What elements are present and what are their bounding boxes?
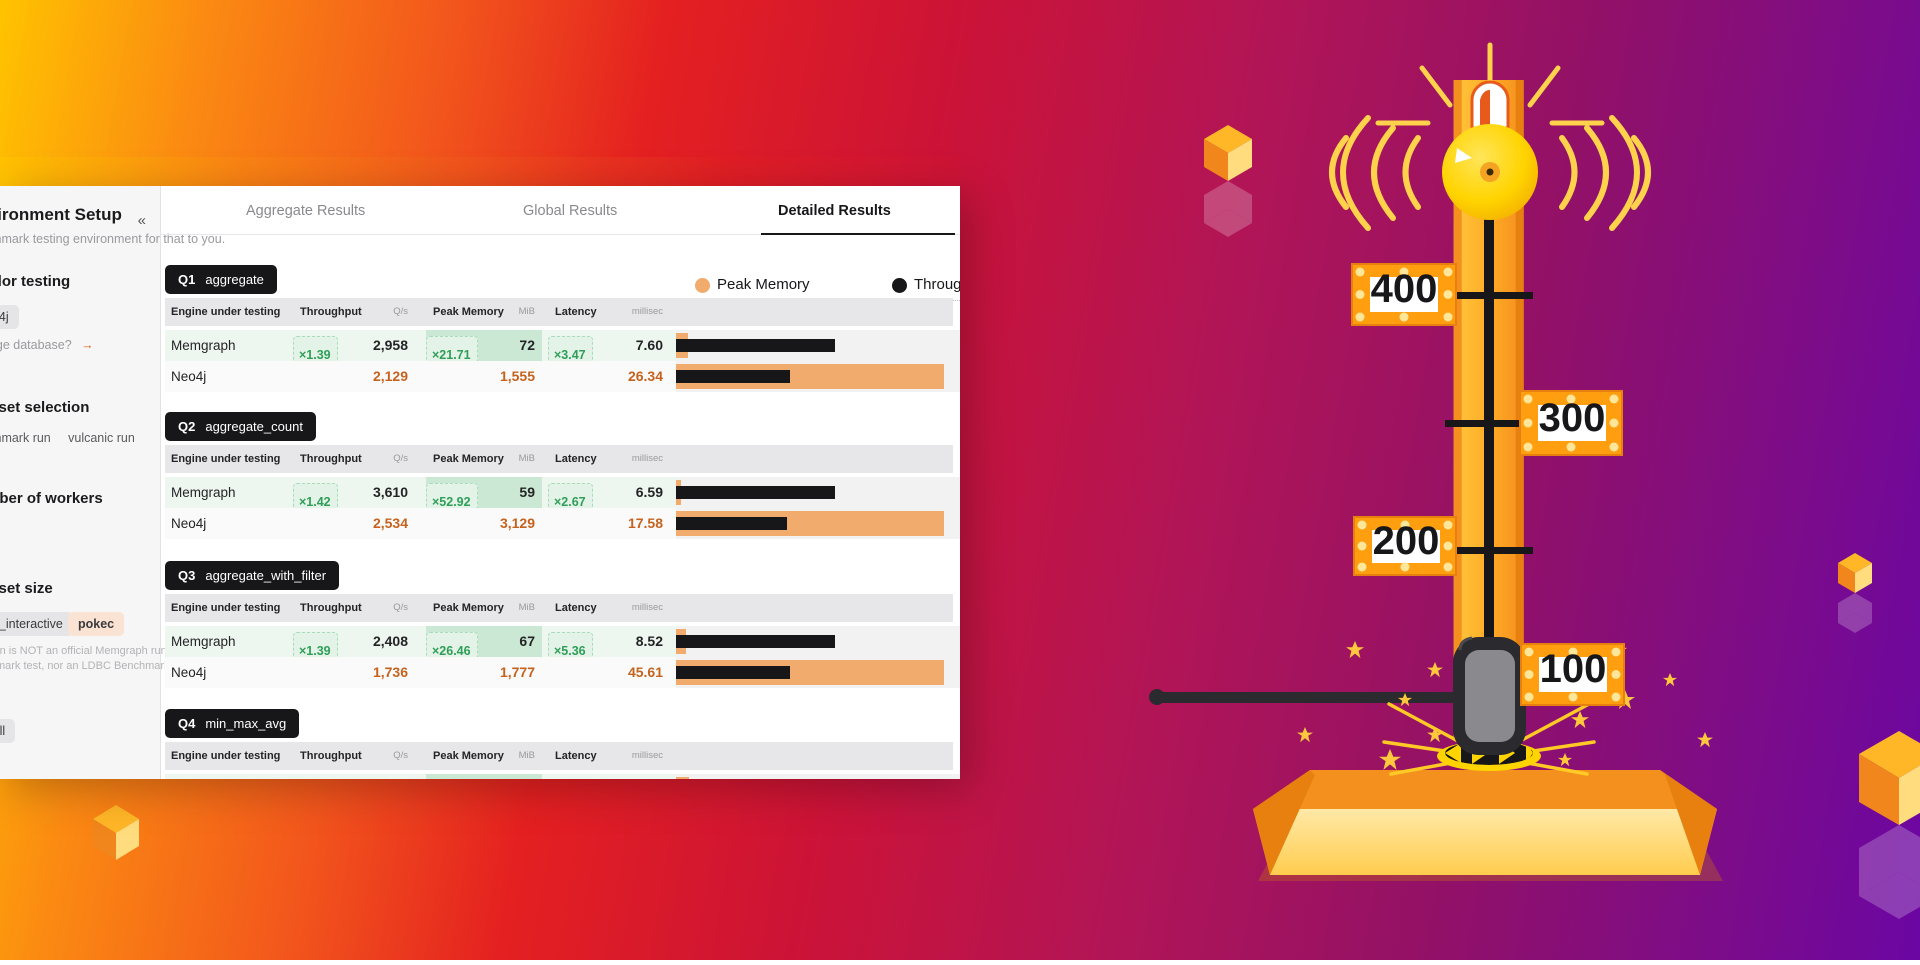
svg-text:200: 200: [1373, 519, 1440, 563]
svg-text:400: 400: [1371, 267, 1438, 311]
svg-text:100: 100: [1540, 647, 1607, 691]
svg-text:300: 300: [1539, 396, 1606, 440]
